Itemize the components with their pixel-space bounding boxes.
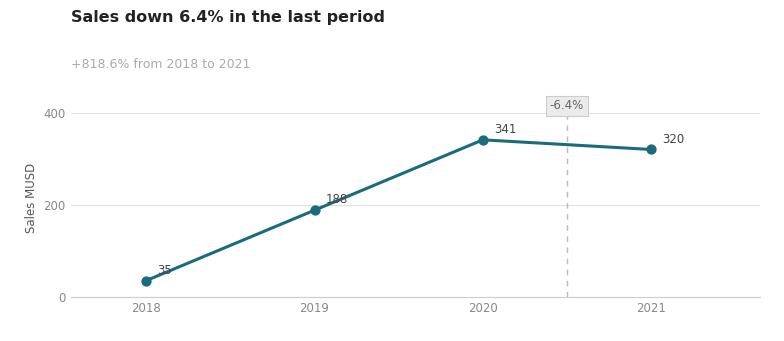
Point [140,278,153,283]
Text: 320: 320 [662,133,684,146]
Text: 35: 35 [158,264,172,277]
Point [644,147,657,152]
Text: -6.4%: -6.4% [550,99,584,112]
Point [477,137,489,143]
Text: 188: 188 [325,193,348,206]
Text: 341: 341 [494,123,517,136]
Text: +818.6% from 2018 to 2021: +818.6% from 2018 to 2021 [71,58,250,71]
Y-axis label: Sales MUSD: Sales MUSD [25,163,38,233]
Text: Sales down 6.4% in the last period: Sales down 6.4% in the last period [71,10,385,25]
Point [308,207,321,213]
